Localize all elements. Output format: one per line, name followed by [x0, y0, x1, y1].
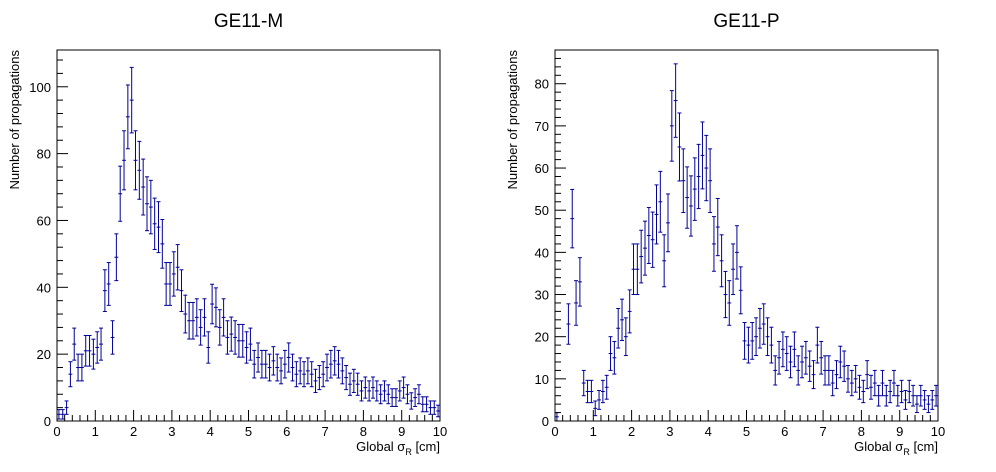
- x-tick-label: 0: [551, 424, 558, 439]
- y-tick-label: 20: [37, 347, 51, 362]
- x-tick-label: 9: [398, 424, 405, 439]
- x-tick-label: 0: [53, 424, 60, 439]
- y-tick-label: 80: [535, 77, 549, 92]
- x-tick-label: 8: [858, 424, 865, 439]
- y-tick-label: 10: [535, 372, 549, 387]
- x-tick-label: 9: [896, 424, 903, 439]
- x-tick-label: 2: [130, 424, 137, 439]
- y-tick-label: 50: [535, 203, 549, 218]
- y-tick-label: 70: [535, 119, 549, 134]
- y-tick-label: 0: [542, 414, 549, 429]
- plot-frame: [56, 49, 441, 422]
- plot-frame: [554, 49, 939, 422]
- x-tick-label: 2: [628, 424, 635, 439]
- y-tick-label: 20: [535, 330, 549, 345]
- x-tick-label: 10: [433, 424, 447, 439]
- x-tick-label: 5: [743, 424, 750, 439]
- x-tick-label: 10: [931, 424, 945, 439]
- x-tick-label: 6: [283, 424, 290, 439]
- panel-1: GE11-P 0 1 2 3 4 5 6 7 8 9 10 0 10 20 30 40 50 60 70 80 Globa…: [505, 11, 945, 457]
- x-tick-label: 4: [207, 424, 214, 439]
- y-tick-label: 100: [29, 80, 51, 95]
- x-tick-label: 7: [321, 424, 328, 439]
- x-tick-label: 3: [666, 424, 673, 439]
- y-tick-label: 80: [37, 147, 51, 162]
- chart-title: GE11-P: [713, 11, 779, 32]
- x-tick-label: 4: [705, 424, 712, 439]
- x-tick-label: 3: [168, 424, 175, 439]
- y-tick-label: 40: [37, 280, 51, 295]
- x-axis-label: Global σR [cm]: [356, 439, 440, 457]
- x-tick-label: 7: [819, 424, 826, 439]
- x-tick-label: 1: [590, 424, 597, 439]
- y-tick-label: 40: [535, 245, 549, 260]
- data-series: [56, 66, 441, 420]
- y-tick-label: 30: [535, 288, 549, 303]
- x-axis-label: Global σR [cm]: [854, 439, 938, 457]
- x-tick-label: 8: [360, 424, 367, 439]
- chart-title: GE11-M: [214, 11, 283, 32]
- data-series: [554, 63, 939, 422]
- x-tick-label: 5: [245, 424, 252, 439]
- y-axis-label: Number of propagations: [505, 50, 520, 190]
- x-tick-label: 1: [92, 424, 99, 439]
- y-tick-label: 0: [44, 414, 51, 429]
- x-tick-label: 6: [781, 424, 788, 439]
- y-axis-label: Number of propagations: [7, 50, 22, 190]
- y-tick-label: 60: [37, 213, 51, 228]
- y-tick-label: 60: [535, 161, 549, 176]
